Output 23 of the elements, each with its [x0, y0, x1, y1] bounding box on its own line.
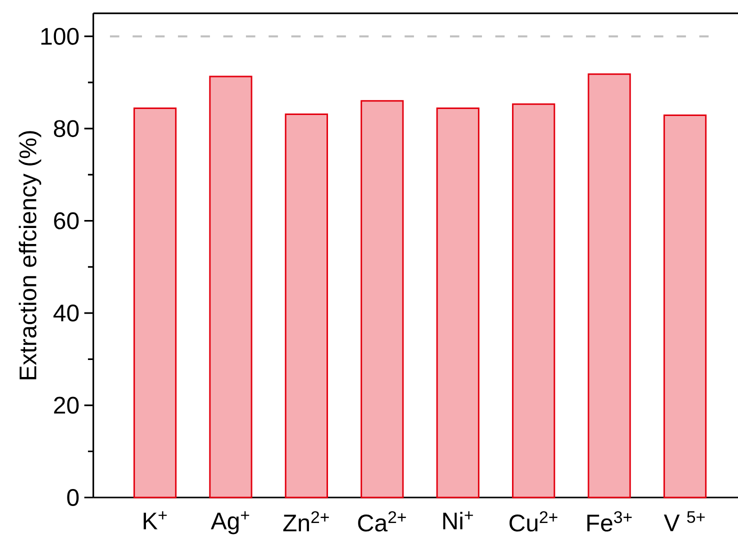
bar [133, 108, 177, 498]
x-tick-label: K$^{+}$ [144, 511, 167, 530]
bar [284, 114, 328, 498]
y-tick-label: 100 [41, 28, 79, 45]
bar [512, 103, 556, 498]
y-tick-label: 60 [54, 212, 79, 230]
x-tick-label: Zn$^{2+}$ [283, 511, 329, 532]
x-tick-label: Fe$^{3+}$ [587, 511, 632, 532]
y-axis-title: Extraction effciency (%) [18, 131, 42, 380]
bar [436, 108, 480, 498]
y-tick-label: 80 [54, 120, 79, 138]
y-tick-label: 0 [67, 488, 79, 506]
bar [209, 76, 252, 498]
x-tick-label: V $^{5+}$ [664, 511, 705, 532]
x-tick-label: Ni$^{+}$ [443, 511, 473, 530]
x-tick-label: Ag$^{+}$ [210, 511, 250, 534]
bar [588, 73, 631, 498]
x-tick-label: Cu$^{2+}$ [510, 511, 558, 532]
bar [663, 114, 707, 498]
y-tick-label: 20 [54, 396, 79, 414]
x-tick-label: Ca$^{2+}$ [358, 511, 406, 532]
bar [360, 100, 404, 498]
y-tick-label: 40 [53, 304, 79, 322]
